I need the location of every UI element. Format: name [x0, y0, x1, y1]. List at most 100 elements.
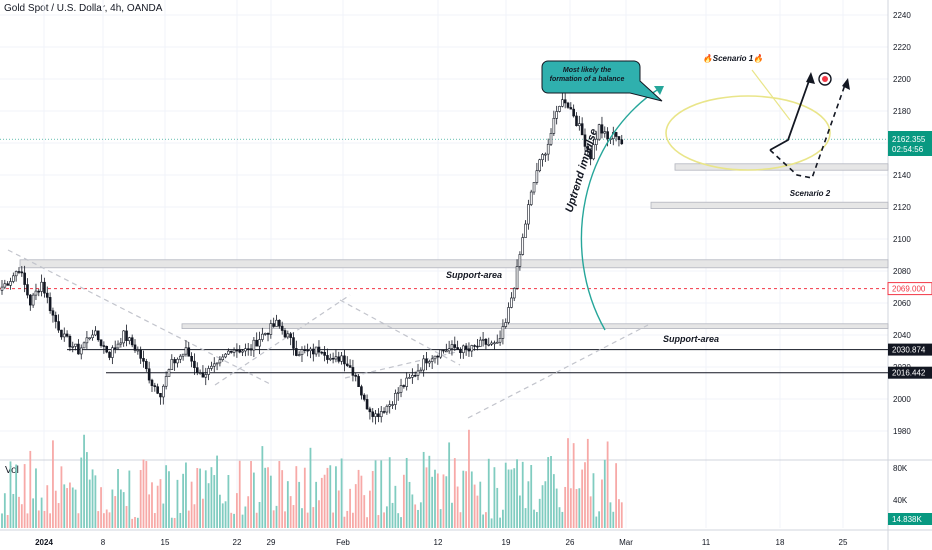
volume-bar: [219, 494, 221, 528]
candle-body: [3, 283, 7, 288]
volume-bar: [139, 469, 142, 528]
volume-bar: [187, 510, 190, 528]
support-area-label: Support-area: [446, 270, 502, 280]
candle-body: [447, 348, 451, 352]
candle-body: [411, 374, 414, 378]
candle-body: [150, 379, 154, 386]
candle-body: [215, 362, 219, 365]
volume-bar: [221, 503, 224, 528]
volume-bar: [620, 502, 623, 528]
volume-bar: [88, 479, 91, 528]
candle-body: [303, 349, 307, 351]
candle-body: [510, 297, 513, 308]
candle-body: [464, 345, 468, 350]
x-tick-label: Feb: [336, 538, 350, 547]
volume-bar: [552, 474, 555, 528]
candle-body: [532, 182, 536, 193]
volume-bar: [538, 498, 541, 528]
volume-bar: [521, 461, 524, 528]
volume-bar: [235, 493, 238, 528]
candle-body: [445, 350, 448, 353]
trendline: [344, 349, 466, 379]
volume-bar: [136, 517, 139, 528]
volume-bar: [558, 507, 561, 528]
support-zone: [181, 323, 889, 329]
y-tick-label: 1980: [893, 427, 911, 436]
volume-bar: [156, 485, 159, 528]
volume-bar: [114, 496, 117, 528]
volume-bar: [281, 470, 284, 528]
volume-bar: [320, 477, 323, 528]
volume-bar: [516, 459, 518, 528]
candle-body: [317, 346, 321, 353]
candle-body: [546, 143, 550, 155]
candle-body: [563, 99, 567, 104]
callout-text-line1: Most likely the: [563, 67, 611, 74]
volume-bar: [303, 467, 306, 528]
volume-bar: [267, 467, 269, 528]
support-area-label: Support-area: [663, 334, 719, 344]
x-tick-label: 8: [101, 538, 106, 547]
volume-bar: [391, 502, 394, 528]
impulse-arrowhead: [654, 86, 664, 95]
volume-bar: [479, 481, 482, 528]
y-tick-label: 2200: [893, 75, 911, 84]
volume-bar: [618, 499, 620, 528]
volume-bar: [473, 484, 476, 528]
candle-body: [26, 284, 29, 296]
volume-bar: [564, 486, 567, 528]
volume-bar: [550, 456, 552, 528]
volume-bar: [275, 505, 278, 528]
candle-body: [125, 330, 128, 342]
volume-bar: [530, 464, 533, 528]
candle-body: [145, 361, 148, 370]
candle-body: [153, 385, 157, 387]
candle-body: [249, 348, 253, 351]
volume-bar: [315, 481, 318, 528]
support-zone: [650, 201, 889, 209]
volume-bar: [436, 473, 439, 528]
candle-body: [617, 136, 621, 140]
candle-body: [515, 266, 519, 289]
candle-body: [255, 339, 258, 347]
candle-body: [295, 348, 298, 356]
volume-bar: [97, 511, 100, 528]
candle-body: [195, 367, 199, 374]
candle-body: [12, 275, 15, 282]
candle-body: [235, 349, 239, 352]
volume-bar: [606, 441, 609, 528]
candle-body: [323, 351, 326, 356]
volume-bar: [326, 467, 329, 528]
volume-bar: [349, 488, 351, 528]
volume-bar: [374, 460, 377, 528]
candle-body: [493, 342, 496, 345]
candle-body: [594, 138, 598, 145]
volume-bar: [476, 495, 479, 528]
candle-body: [244, 348, 247, 352]
candle-body: [190, 355, 193, 362]
candles: [0, 92, 624, 425]
volume-bar: [18, 496, 20, 528]
volume-bar: [615, 463, 618, 528]
volume-bar: [26, 513, 29, 528]
volume-bar: [247, 496, 250, 528]
candle-body: [490, 342, 493, 345]
trendline: [7, 249, 273, 386]
candle-body: [442, 349, 445, 352]
volume-bar: [417, 509, 419, 528]
candle-body: [275, 319, 278, 327]
volume-bar: [1, 513, 3, 528]
candle-body: [351, 367, 355, 376]
callout-text-line2: formation of a balance: [550, 76, 625, 83]
candle-body: [405, 377, 408, 387]
volume-bar: [159, 479, 162, 528]
volume-bar: [142, 459, 145, 528]
candle-body: [422, 358, 425, 371]
volume-bar: [57, 503, 60, 528]
candle-body: [527, 204, 530, 225]
volume-bar: [470, 471, 473, 528]
volume-bar: [148, 494, 151, 528]
candle-body: [286, 333, 290, 338]
candle-body: [139, 349, 142, 359]
